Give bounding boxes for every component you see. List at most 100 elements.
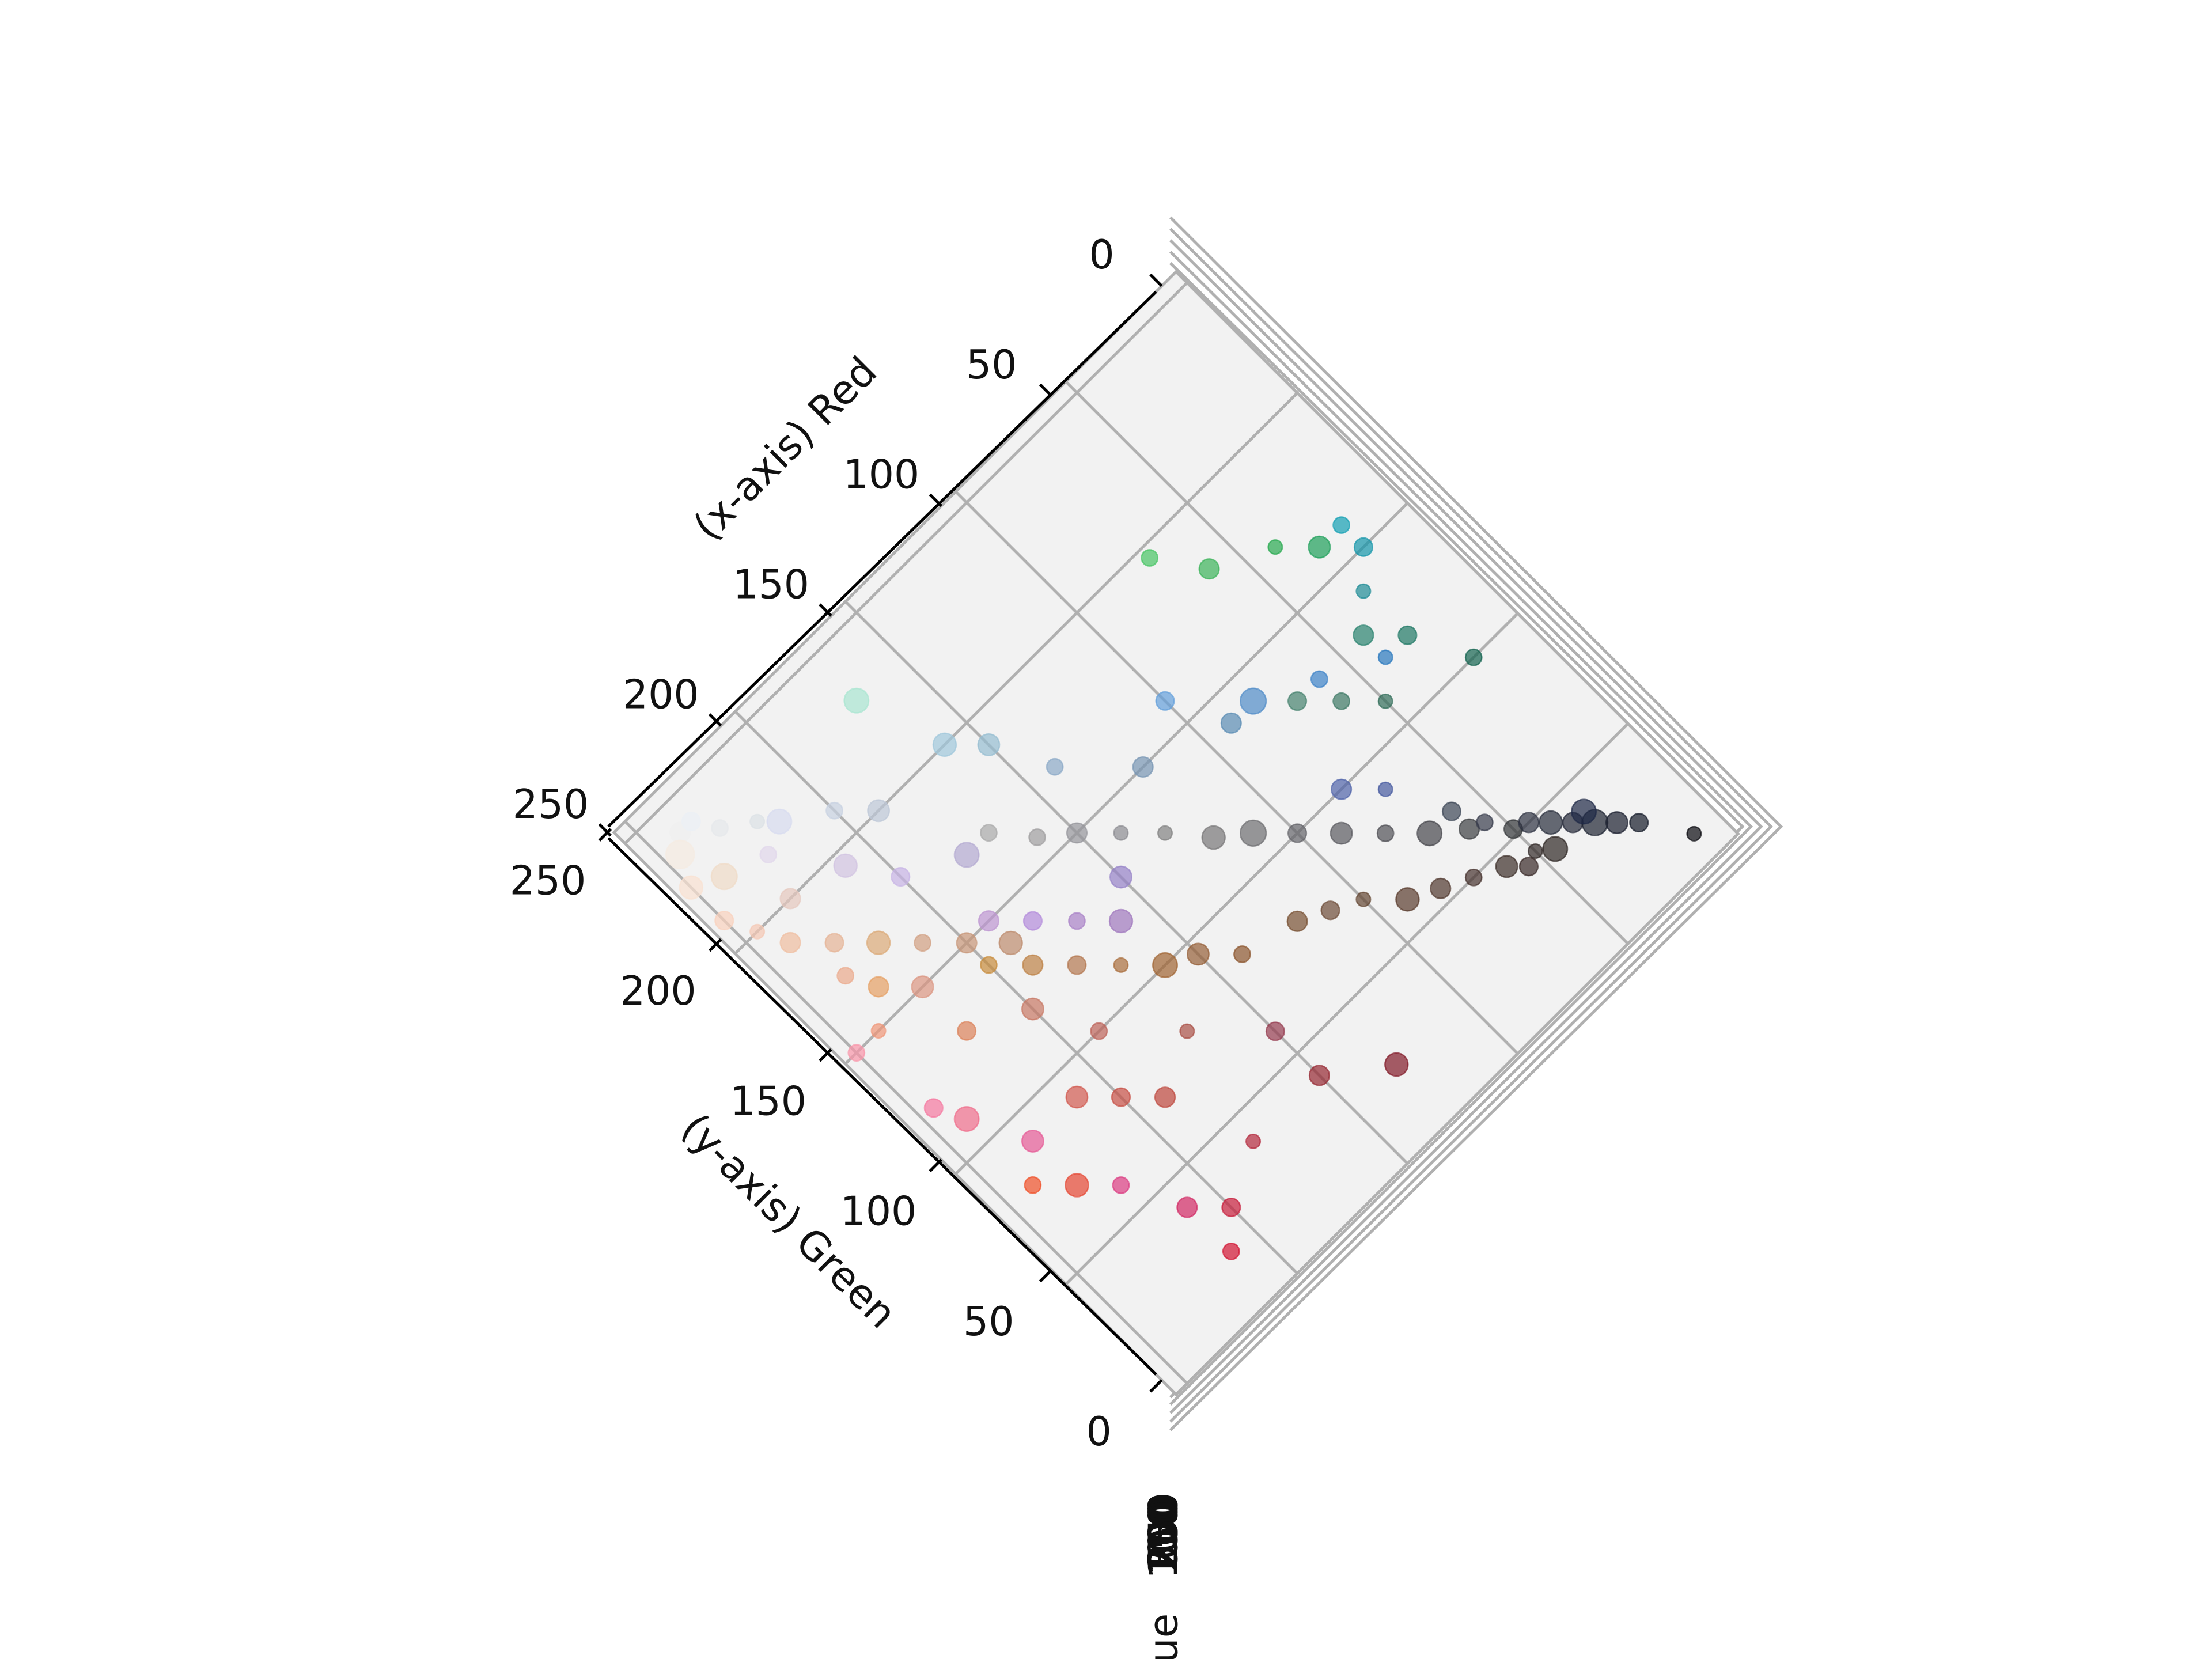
- z-axis-label: (z-axis) Blue: [1140, 1613, 1187, 1659]
- point: [1179, 1023, 1195, 1039]
- point: [1377, 781, 1393, 797]
- point: [1629, 813, 1649, 833]
- point: [833, 853, 858, 878]
- z-tick-label: 100: [1140, 1502, 1187, 1579]
- point: [1152, 952, 1178, 978]
- point: [1542, 836, 1569, 862]
- point: [953, 842, 980, 868]
- point: [710, 863, 738, 891]
- x-tick: [1149, 273, 1163, 287]
- point: [1028, 828, 1046, 846]
- z-tick-label: 150: [1140, 1499, 1187, 1575]
- point: [1111, 1087, 1131, 1107]
- grid-line: [734, 392, 1298, 955]
- point: [1245, 1133, 1262, 1149]
- point: [980, 956, 998, 974]
- point: [1067, 955, 1087, 975]
- point: [1109, 865, 1132, 889]
- point: [1066, 822, 1088, 844]
- point: [911, 975, 934, 999]
- point: [891, 866, 911, 887]
- point: [957, 1021, 977, 1041]
- point: [779, 888, 801, 910]
- point: [1065, 1173, 1089, 1198]
- point: [1355, 891, 1372, 907]
- point: [1395, 887, 1420, 912]
- point: [1112, 1176, 1130, 1194]
- point: [1065, 1085, 1089, 1109]
- point: [977, 733, 1001, 756]
- point: [866, 930, 891, 955]
- point: [766, 808, 793, 835]
- point: [1239, 687, 1267, 715]
- grid-line: [844, 502, 1409, 1065]
- grid-line: [955, 612, 1519, 1175]
- point: [932, 732, 957, 757]
- points: [665, 516, 1702, 1260]
- point: [1353, 624, 1374, 646]
- point: [1198, 558, 1220, 580]
- y-tick-label: 100: [840, 1188, 917, 1235]
- x-tick: [708, 713, 722, 727]
- y-tick-label: 0: [1086, 1408, 1111, 1455]
- point: [1416, 820, 1443, 847]
- point: [1287, 823, 1308, 843]
- y-tick: [598, 828, 612, 842]
- point: [1475, 813, 1494, 832]
- x-tick: [819, 603, 832, 617]
- x-tick-label: 50: [966, 342, 1017, 388]
- point: [868, 976, 889, 998]
- point: [1527, 843, 1543, 859]
- x-tick-label: 200: [623, 671, 699, 718]
- point: [1046, 757, 1064, 776]
- point: [1068, 912, 1086, 930]
- point: [1021, 997, 1044, 1021]
- x-tick: [598, 823, 612, 837]
- point: [1132, 756, 1154, 778]
- point: [1464, 648, 1483, 666]
- point: [980, 824, 998, 842]
- pane-edge: [1169, 239, 1763, 1414]
- y-tick: [929, 1158, 942, 1172]
- point: [1286, 910, 1308, 932]
- point: [759, 846, 778, 863]
- point: [1377, 649, 1393, 665]
- point: [1090, 1022, 1108, 1040]
- pane-edge: [1169, 216, 1783, 1431]
- point: [1186, 942, 1210, 966]
- y-tick: [1149, 1379, 1163, 1393]
- point: [1518, 812, 1540, 834]
- point: [1376, 824, 1395, 843]
- point: [665, 839, 695, 870]
- point: [923, 1098, 944, 1118]
- grid-line: [955, 490, 1519, 1055]
- point: [714, 911, 734, 931]
- point: [1265, 1021, 1285, 1041]
- point: [1113, 825, 1129, 841]
- point: [1330, 821, 1353, 845]
- point: [711, 819, 729, 837]
- point: [1024, 1176, 1042, 1194]
- point: [779, 931, 801, 953]
- pane-edge: [1169, 228, 1774, 1423]
- point: [1571, 798, 1597, 825]
- point: [1308, 1065, 1330, 1086]
- point: [1605, 811, 1628, 835]
- point: [1686, 825, 1702, 842]
- z-tick-label: 50: [1140, 1518, 1187, 1569]
- point: [1538, 810, 1563, 835]
- point: [1353, 537, 1373, 557]
- point: [956, 932, 978, 954]
- point: [1201, 825, 1226, 850]
- y-tick-label: 200: [620, 968, 696, 1014]
- point: [978, 910, 999, 932]
- x-tick-label: 150: [733, 561, 809, 608]
- point: [1355, 583, 1372, 599]
- point: [1221, 1197, 1241, 1218]
- z-tick-label: 0: [1140, 1535, 1187, 1560]
- point: [1430, 877, 1452, 899]
- point: [1320, 900, 1340, 921]
- z-tick-label: 200: [1140, 1496, 1187, 1573]
- point: [1220, 712, 1242, 734]
